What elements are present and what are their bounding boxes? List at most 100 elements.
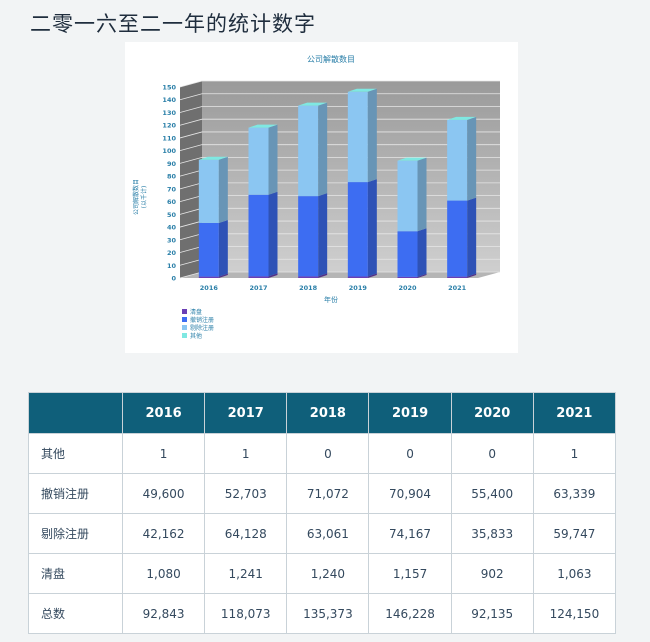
bar-segment-side [367,273,377,278]
bar-segment-side [467,197,477,277]
bar-segment-side [268,124,278,128]
bar-top [298,102,328,106]
bar-segment-side [467,116,477,201]
bar-segment-side [318,193,328,277]
chart-title: 公司解散数目 [307,54,355,64]
statistics-table: 2016 2017 2018 2019 2020 2021 其他 1 1 0 0… [28,392,617,634]
table-row: 其他 1 1 0 0 0 1 [28,433,617,474]
gridline [179,80,500,88]
y-axis-label: 公司解散数目 [132,179,140,215]
y-tick-label: 140 [162,96,176,104]
bar-segment [347,91,368,183]
table-cell: 1,063 [532,553,617,594]
table-cell: 1,241 [204,553,288,594]
table-cell: 35,833 [450,513,534,554]
bar-segment-side [367,88,377,183]
y-tick-label: 100 [162,147,176,155]
table-cell: 64,128 [204,513,288,554]
table-cell: 0 [450,433,534,474]
y-tick-label: 40 [167,224,177,232]
legend-label: 剔除注册 [190,324,214,332]
y-tick-label: 90 [167,160,177,168]
table-cell: 49,600 [121,473,206,514]
table-cell: 1 [121,433,206,474]
legend-swatch [182,333,187,338]
bar-segment [248,194,269,277]
bar-segment-side [218,273,228,278]
table-cell: 52,703 [204,473,288,514]
bar-segment [198,276,219,278]
y-tick-label: 20 [167,249,177,257]
legend-swatch [182,309,187,314]
bar-top [447,116,477,120]
x-tick-label: 2018 [299,284,318,292]
bar-segment [347,276,368,278]
table-row: 剔除注册 42,162 64,128 63,061 74,167 35,833 … [28,513,617,554]
bar-segment-side [268,124,278,195]
bar-segment [248,276,269,278]
gridline [179,157,500,164]
column-header: 2020 [450,392,534,434]
chart-side-wall [180,81,202,278]
table-cell: 74,167 [368,513,452,554]
table-cell: 63,339 [532,473,617,514]
table-row: 撤销注册 49,600 52,703 71,072 70,904 55,400 … [28,473,617,514]
page-title: 二零一六至二一年的统计数字 [30,12,316,36]
gridline [179,93,500,101]
bar-segment-side [467,273,477,278]
table-cell: 1 [204,433,288,474]
table-cell: 63,061 [286,513,370,554]
bar-top [347,88,377,92]
bar-segment [248,127,269,195]
column-header: 2018 [286,392,370,434]
y-tick-label: 80 [167,173,177,181]
x-tick-label: 2021 [448,284,467,292]
legend-swatch [182,317,187,322]
bar-top [248,124,278,128]
bar-segment [298,105,319,197]
row-label: 剔除注册 [28,513,123,554]
bar-segment-side [417,273,427,278]
y-tick-label: 150 [162,84,176,92]
gridline [179,144,500,152]
gridline [179,118,500,126]
x-tick-label: 2019 [349,284,368,292]
bar-segment-side [218,156,228,160]
y-tick-label: 0 [171,275,176,283]
table-cell: 124,150 [532,593,617,634]
y-tick-label: 60 [167,198,177,206]
bar-segment [397,231,418,277]
legend-swatch [182,325,187,330]
table-cell: 0 [368,433,452,474]
bar-segment-side [318,102,328,197]
stacked-bar-chart: 公司解散数目 年份 公司解散数目 (以千计) 0 10 20 30 40 50 60 70 80… [132,54,500,340]
bar-segment-side [268,191,278,277]
legend-label: 其他 [190,332,202,340]
bar-segment [397,160,418,232]
table-header-row: 2016 2017 2018 2019 2020 2021 [28,392,617,434]
table-cell: 59,747 [532,513,617,554]
y-tick-label: 50 [167,211,177,219]
y-tick-label: 120 [162,122,176,130]
bar-segment-side [218,219,228,277]
column-header: 2017 [204,392,288,434]
bar-top [397,157,427,161]
column-header: 2019 [368,392,452,434]
gridline [179,131,500,139]
bar-segment [198,222,219,277]
bar-top [198,156,228,160]
bar-segment-side [467,116,477,120]
row-label: 其他 [28,433,123,474]
table-corner-cell [28,392,123,434]
table-cell: 1,240 [286,553,370,594]
x-tick-label: 2016 [200,284,219,292]
chart-card: 公司解散数目 年份 公司解散数目 (以千计) 0 10 20 30 40 50 60 70 80… [125,42,518,353]
table-cell: 71,072 [286,473,370,514]
table-cell: 92,135 [450,593,534,634]
bar-segment [298,276,319,278]
x-axis-label: 年份 [324,295,338,304]
table-cell: 118,073 [204,593,288,634]
bar-segment-side [268,273,278,278]
table-cell: 42,162 [121,513,206,554]
table-cell: 135,373 [286,593,370,634]
